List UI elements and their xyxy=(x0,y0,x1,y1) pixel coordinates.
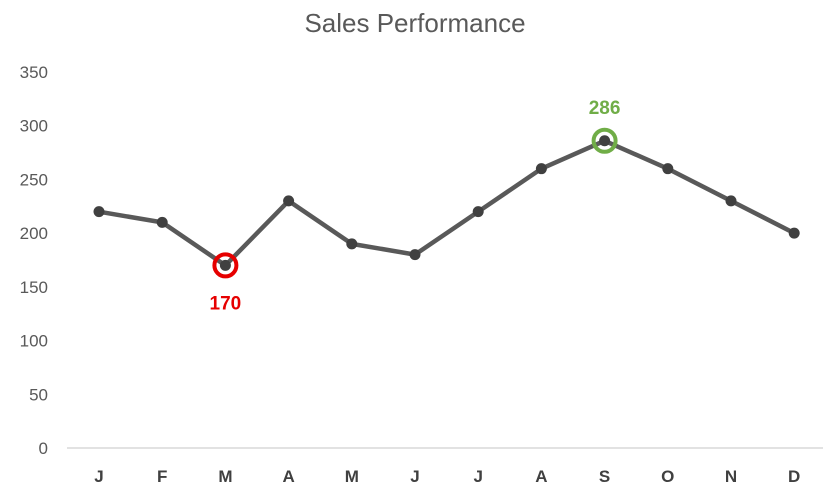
y-tick-label: 300 xyxy=(20,117,48,136)
data-point xyxy=(788,227,800,239)
data-point xyxy=(599,135,611,147)
data-point xyxy=(156,216,168,228)
x-tick-label: S xyxy=(599,467,610,486)
x-tick-label: A xyxy=(535,467,547,486)
y-tick-label: 0 xyxy=(39,439,48,458)
x-tick-label: N xyxy=(725,467,737,486)
y-tick-label: 50 xyxy=(29,385,48,404)
x-tick-label: F xyxy=(157,467,167,486)
highlight-ring xyxy=(591,127,618,154)
x-tick-label: J xyxy=(410,467,419,486)
data-point xyxy=(472,206,484,218)
x-tick-label: M xyxy=(218,467,232,486)
data-point xyxy=(409,249,421,261)
x-tick-label: J xyxy=(94,467,103,486)
y-tick-label: 350 xyxy=(20,63,48,82)
x-tick-label: A xyxy=(282,467,294,486)
y-tick-label: 250 xyxy=(20,170,48,189)
highlight-ring xyxy=(212,252,239,279)
x-tick-label: D xyxy=(788,467,800,486)
y-tick-label: 200 xyxy=(20,224,48,243)
data-point xyxy=(662,163,674,175)
data-point xyxy=(283,195,295,207)
data-point xyxy=(219,259,231,271)
data-point xyxy=(93,206,105,218)
x-tick-label: J xyxy=(473,467,482,486)
y-tick-label: 150 xyxy=(20,278,48,297)
x-tick-label: O xyxy=(661,467,674,486)
data-point xyxy=(725,195,737,207)
data-point xyxy=(535,163,547,175)
data-label: 286 xyxy=(589,98,621,119)
x-tick-label: M xyxy=(345,467,359,486)
y-tick-label: 100 xyxy=(20,332,48,351)
series-line xyxy=(96,138,797,268)
data-label: 170 xyxy=(210,293,242,314)
data-point xyxy=(346,238,358,250)
chart-title: Sales Performance xyxy=(304,8,526,38)
